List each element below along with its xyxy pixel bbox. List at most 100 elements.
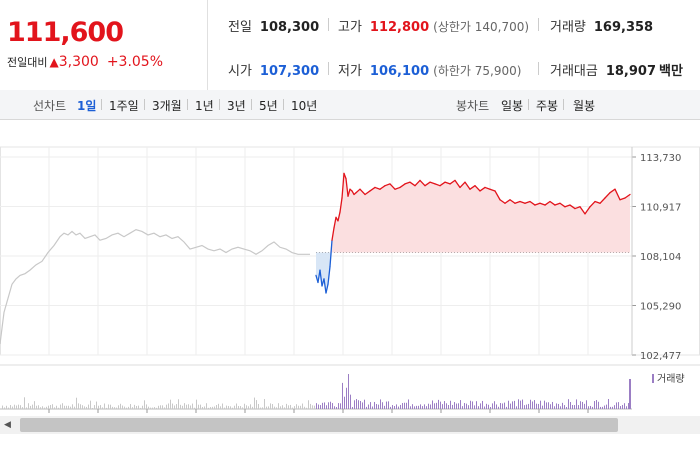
volume-bar bbox=[166, 404, 167, 409]
volume-bar bbox=[12, 406, 13, 409]
volume-bar bbox=[20, 405, 21, 409]
tab-5y[interactable]: 5년 bbox=[259, 99, 278, 113]
high-label: 고가 bbox=[338, 20, 362, 35]
volume-bar bbox=[396, 404, 397, 409]
volume-bar bbox=[22, 407, 23, 409]
tab-3y[interactable]: 3년 bbox=[227, 99, 246, 113]
volume-bar bbox=[538, 403, 539, 409]
change-value: 3,300 bbox=[58, 54, 99, 70]
session-price-line-segment bbox=[325, 283, 329, 294]
volume-bar bbox=[74, 406, 75, 409]
volume-bar bbox=[148, 406, 149, 409]
volume-bar bbox=[548, 402, 549, 409]
volume-bar bbox=[230, 406, 231, 409]
volume-bar bbox=[24, 397, 25, 409]
pre-market-price-line bbox=[0, 229, 310, 345]
volume-bar bbox=[334, 406, 335, 409]
session-price-line-segment bbox=[544, 200, 551, 206]
volume-bar bbox=[238, 405, 239, 409]
volume-bar bbox=[234, 405, 235, 409]
volume-bar bbox=[502, 403, 503, 409]
volume-bar bbox=[522, 399, 523, 409]
scroll-left-icon[interactable]: ◀ bbox=[4, 420, 11, 430]
volume-bar bbox=[236, 403, 237, 409]
volume-bar bbox=[10, 405, 11, 409]
session-price-line-segment bbox=[564, 204, 571, 208]
volume-bar bbox=[80, 404, 81, 409]
volume-bar bbox=[504, 402, 505, 409]
volume-bar bbox=[526, 404, 527, 409]
volume-bar bbox=[628, 403, 629, 409]
volume-bar bbox=[136, 405, 137, 409]
volume-bar bbox=[194, 407, 195, 409]
price-box: 111,600 전일대비 ▲3,300 +3.05% bbox=[0, 0, 208, 90]
volume-bar bbox=[326, 405, 327, 409]
session-price-line-segment bbox=[479, 186, 486, 192]
divider bbox=[144, 99, 145, 110]
volume-bar bbox=[206, 403, 207, 409]
volume-bar bbox=[180, 404, 181, 409]
volume-bar bbox=[594, 401, 595, 409]
volume-bar bbox=[52, 404, 53, 409]
tab-daily[interactable]: 일봉 bbox=[501, 99, 524, 113]
session-price-line-segment bbox=[355, 188, 361, 194]
volume-bar bbox=[402, 403, 403, 409]
session-price-line-segment bbox=[389, 183, 396, 190]
session-price-line-segment bbox=[499, 199, 506, 204]
scrollbar-thumb[interactable] bbox=[20, 418, 618, 432]
session-price-line-segment bbox=[534, 202, 541, 206]
volume-bar bbox=[452, 404, 453, 409]
volume-legend-label: 거래량 bbox=[657, 373, 685, 385]
volume-bar bbox=[128, 406, 129, 409]
volume-bar bbox=[8, 407, 9, 409]
prev-close-value: 108,300 bbox=[259, 20, 320, 35]
volume-bar bbox=[54, 407, 55, 409]
volume-bar bbox=[484, 406, 485, 409]
volume-bar bbox=[416, 405, 417, 409]
tab-1y[interactable]: 1년 bbox=[195, 99, 214, 113]
volume-bar bbox=[154, 407, 155, 409]
tab-weekly[interactable]: 주봉 bbox=[536, 99, 559, 113]
volume-bar bbox=[400, 404, 401, 409]
volume-bar bbox=[550, 404, 551, 409]
volume-bar bbox=[356, 399, 357, 409]
volume-bar bbox=[92, 407, 93, 409]
session-price-line-segment bbox=[374, 186, 381, 190]
volume-bar bbox=[272, 404, 273, 409]
volume-bar bbox=[176, 404, 177, 409]
volume-bar bbox=[218, 403, 219, 409]
volume-bar bbox=[242, 407, 243, 409]
tab-1d[interactable]: 1일 bbox=[77, 99, 97, 113]
volume-bar bbox=[140, 407, 141, 409]
divider bbox=[328, 62, 329, 75]
divider bbox=[538, 62, 539, 75]
tab-3m[interactable]: 3개월 bbox=[152, 99, 182, 113]
volume-bar bbox=[500, 403, 501, 409]
down-area-fill bbox=[316, 252, 630, 294]
volume-bar bbox=[572, 405, 573, 409]
session-price-line-segment bbox=[474, 185, 481, 192]
volume-bar bbox=[540, 400, 541, 409]
tab-monthly[interactable]: 월봉 bbox=[573, 99, 596, 113]
volume-bar bbox=[290, 404, 291, 409]
tab-1w[interactable]: 1주일 bbox=[109, 99, 139, 113]
volume-bar bbox=[262, 407, 263, 409]
session-price-line-segment bbox=[351, 190, 355, 196]
volume-bar bbox=[164, 407, 165, 409]
volume-bar bbox=[556, 403, 557, 409]
volume-bar bbox=[584, 403, 585, 409]
low-label: 저가 bbox=[338, 64, 362, 79]
divider bbox=[219, 99, 220, 110]
volume-bar bbox=[304, 406, 305, 409]
volume-bar bbox=[570, 402, 571, 409]
session-price-line-segment bbox=[369, 186, 376, 192]
volume-bar bbox=[600, 406, 601, 409]
divider bbox=[283, 99, 284, 110]
tab-10y[interactable]: 10년 bbox=[291, 99, 318, 113]
volume-bar bbox=[466, 403, 467, 409]
stat-volume: 거래량 169,358 bbox=[550, 16, 653, 35]
session-price-line-segment bbox=[579, 206, 586, 215]
session-price-line-segment bbox=[339, 197, 343, 213]
session-price-line-segment bbox=[409, 181, 416, 187]
volume-bar bbox=[506, 406, 507, 409]
